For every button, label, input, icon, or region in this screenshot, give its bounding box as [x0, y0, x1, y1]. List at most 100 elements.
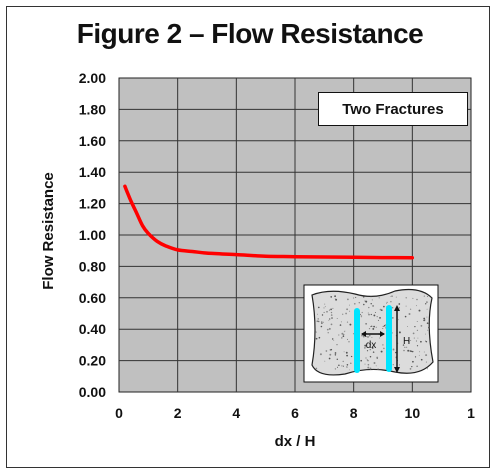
rock-speckle — [425, 361, 427, 363]
rock-speckle — [338, 334, 340, 336]
rock-speckle — [347, 338, 348, 340]
rock-speckle — [423, 317, 426, 320]
rock-speckle — [416, 298, 418, 301]
rock-speckle — [423, 319, 425, 322]
rock-speckle — [377, 319, 379, 321]
rock-speckle — [362, 296, 365, 298]
rock-speckle — [344, 330, 346, 332]
y-tick-label: 0.60 — [79, 290, 106, 306]
rock-speckle — [334, 368, 337, 370]
rock-speckle — [426, 316, 428, 318]
rock-speckle — [315, 367, 318, 370]
rock-speckle — [321, 314, 324, 316]
rock-speckle — [404, 315, 407, 318]
rock-speckle — [407, 349, 410, 352]
rock-speckle — [366, 336, 367, 338]
rock-speckle — [375, 365, 377, 367]
rock-speckle — [412, 360, 414, 363]
rock-speckle — [405, 297, 407, 299]
rock-speckle — [360, 316, 362, 318]
rock-speckle — [327, 332, 329, 334]
rock-speckle — [367, 363, 370, 366]
rock-speckle — [341, 365, 343, 367]
rock-speckle — [416, 345, 419, 347]
rock-speckle — [425, 354, 428, 357]
rock-speckle — [371, 347, 374, 349]
rock-speckle — [346, 366, 348, 368]
rock-speckle — [319, 353, 322, 356]
rock-speckle — [349, 323, 352, 326]
y-tick-label: 1.80 — [79, 101, 106, 117]
rock-speckle — [317, 313, 318, 315]
rock-speckle — [342, 365, 344, 367]
rock-speckle — [325, 350, 328, 352]
rock-speckle — [412, 332, 415, 335]
rock-speckle — [403, 349, 405, 352]
rock-speckle — [380, 309, 383, 312]
rock-speckle — [315, 337, 318, 340]
rock-speckle — [404, 346, 406, 348]
h-label: H — [403, 336, 410, 347]
rock-speckle — [335, 298, 338, 301]
rock-speckle — [317, 306, 320, 309]
rock-speckle — [378, 337, 380, 339]
rock-speckle — [324, 360, 326, 362]
rock-speckle — [326, 310, 328, 313]
rock-speckle — [372, 351, 375, 353]
rock-speckle — [416, 365, 418, 367]
rock-speckle — [342, 333, 345, 336]
rock-speckle — [338, 364, 340, 367]
rock-speckle — [349, 369, 351, 371]
rock-speckle — [343, 331, 345, 333]
rock-speckle — [416, 320, 418, 323]
y-tick-label: 0.20 — [79, 353, 106, 369]
rock-speckle — [374, 312, 376, 313]
rock-speckle — [427, 329, 429, 331]
rock-speckle — [323, 307, 325, 309]
rock-speckle — [364, 347, 366, 349]
rock-speckle — [365, 300, 368, 303]
rock-speckle — [399, 307, 400, 309]
rock-speckle — [336, 318, 338, 319]
rock-speckle — [425, 341, 428, 343]
rock-speckle — [405, 305, 407, 307]
rock-speckle — [361, 311, 363, 314]
y-tick-label: 0.40 — [79, 321, 106, 337]
rock-speckle — [382, 325, 384, 327]
rock-speckle — [370, 313, 372, 316]
rock-speckle — [373, 325, 375, 328]
rock-speckle — [329, 318, 331, 320]
rock-speckle — [415, 305, 417, 307]
rock-speckle — [362, 335, 365, 337]
rock-speckle — [386, 301, 388, 304]
rock-speckle — [370, 326, 371, 328]
rock-speckle — [329, 353, 332, 356]
rock-speckle — [336, 344, 338, 346]
rock-speckle — [372, 304, 375, 307]
h-arrow-head-bottom — [394, 367, 400, 373]
rock-speckle — [411, 365, 413, 368]
rock-speckle — [330, 314, 333, 316]
rock-speckle — [428, 326, 430, 329]
rock-speckle — [370, 303, 372, 305]
rock-speckle — [348, 304, 350, 306]
rock-speckle — [353, 297, 355, 299]
rock-speckle — [346, 354, 348, 357]
rock-speckle — [414, 356, 417, 358]
rock-speckle — [364, 344, 367, 347]
rock-speckle — [346, 321, 349, 323]
rock-speckle — [368, 306, 370, 309]
rock-speckle — [342, 335, 345, 338]
rock-speckle — [407, 326, 408, 327]
y-tick-labels: 0.00 0.20 0.40 0.60 0.80 1.00 1.20 1.40 1.60 1.80… — [79, 70, 106, 400]
y-tick-label: 2.00 — [79, 70, 106, 86]
rock-speckle — [352, 333, 354, 335]
rock-speckle — [371, 299, 373, 301]
y-tick-label: 1.00 — [79, 227, 106, 243]
rock-speckle — [408, 313, 411, 315]
rock-speckle — [367, 335, 369, 338]
rock-speckle — [364, 300, 366, 302]
rock-speckle — [342, 360, 344, 363]
rock-speckle — [317, 320, 319, 322]
rock-speckle — [398, 331, 401, 334]
